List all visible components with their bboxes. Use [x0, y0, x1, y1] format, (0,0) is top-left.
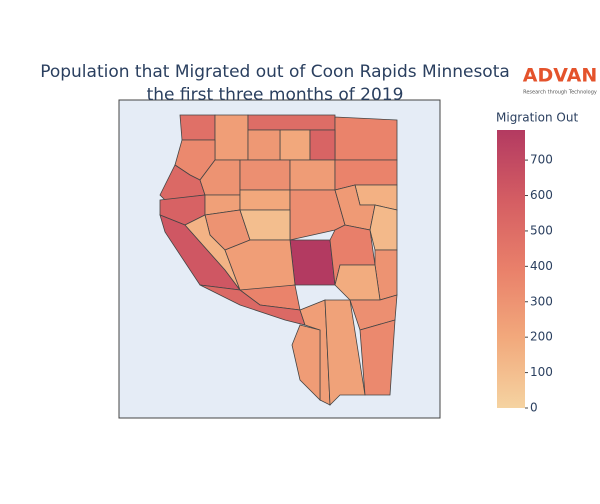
colorbar-tick-label: 400	[530, 259, 553, 273]
region	[334, 116, 398, 161]
region	[239, 159, 291, 191]
colorbar-tick-label: 500	[530, 223, 553, 237]
colorbar-tick-label: 0	[530, 401, 538, 415]
region	[289, 239, 336, 286]
region	[279, 129, 311, 161]
colorbar-tick-label: 300	[530, 294, 553, 308]
region	[369, 204, 398, 251]
region	[214, 114, 249, 161]
region	[334, 264, 381, 301]
region	[349, 294, 398, 331]
colorbar-tick-label: 100	[530, 365, 553, 379]
region	[247, 114, 336, 131]
regions	[159, 114, 398, 406]
region	[309, 129, 336, 161]
colorbar-tick-label: 600	[530, 188, 553, 202]
title-line: the first three months of 2019	[147, 85, 404, 105]
colorbar-title: Migration Out	[496, 111, 578, 125]
region	[289, 159, 336, 191]
colorbar	[497, 130, 525, 408]
colorbar-tick-label: 200	[530, 330, 553, 344]
region	[324, 299, 366, 406]
logo-name: ADVAN	[523, 65, 598, 87]
logo-tagline: Research through Technology	[523, 90, 597, 96]
region	[359, 319, 396, 396]
colorbar-tick-label: 700	[530, 153, 553, 167]
region	[179, 114, 216, 141]
region	[239, 189, 291, 211]
title-line: Population that Migrated out of Coon Rap…	[40, 62, 510, 82]
region	[291, 324, 321, 401]
region	[247, 129, 281, 161]
